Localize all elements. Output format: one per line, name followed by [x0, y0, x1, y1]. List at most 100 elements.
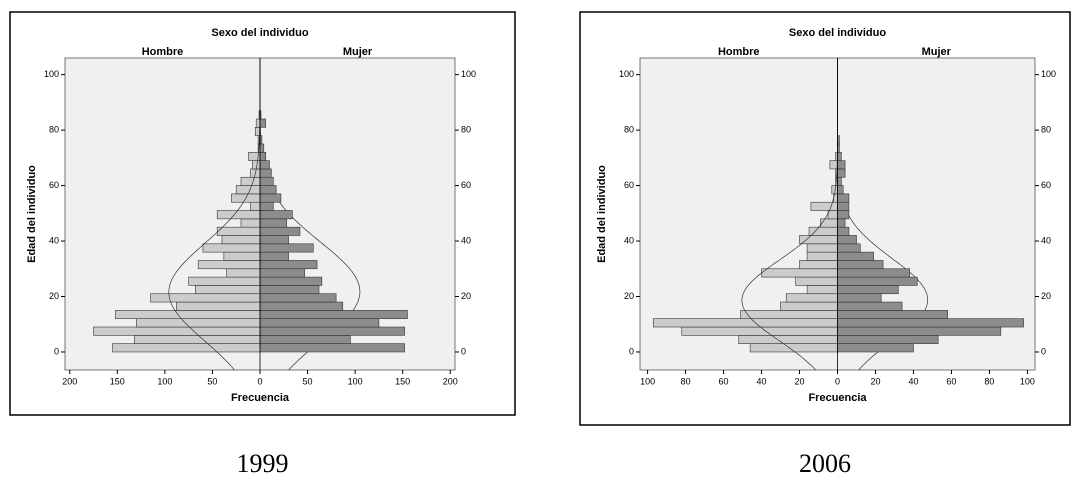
bar — [216, 210, 261, 220]
bar — [259, 210, 293, 220]
bar — [837, 276, 918, 286]
bar — [740, 310, 838, 319]
bar — [799, 260, 838, 270]
bar — [93, 326, 261, 336]
bar — [259, 326, 405, 336]
x-tick-label: 200 — [62, 376, 77, 386]
chart: Sexo del individuo Hombre Mujer Frecuencia E… — [9, 11, 516, 478]
caption: 1999 — [237, 449, 289, 478]
bar — [197, 260, 261, 270]
bar — [134, 335, 261, 344]
bar — [195, 285, 261, 295]
bar — [837, 285, 899, 295]
bar — [216, 226, 261, 236]
bar — [837, 160, 846, 170]
bar — [259, 168, 272, 178]
bar — [175, 301, 261, 311]
series-label: Mujer — [343, 46, 373, 58]
bar — [259, 268, 306, 278]
y2-tick-label: 80 — [461, 124, 471, 134]
bar — [837, 226, 850, 236]
bar — [837, 218, 846, 228]
bar — [837, 343, 914, 353]
bar — [259, 276, 323, 286]
bar — [837, 268, 910, 278]
bar — [761, 268, 838, 278]
bar — [136, 318, 261, 328]
bar — [837, 168, 846, 178]
bar — [259, 118, 267, 128]
x-axis-label: Frecuencia — [231, 392, 290, 404]
chart-title: Sexo del individuo — [789, 27, 886, 39]
bar — [837, 335, 939, 344]
series-label: Hombre — [142, 46, 184, 58]
y-tick-label: 60 — [624, 180, 634, 190]
y-tick-label: 100 — [619, 69, 634, 79]
y-tick-label: 60 — [49, 180, 59, 190]
y2-tick-label: 60 — [461, 180, 471, 190]
bar — [221, 235, 261, 245]
x-tick-label: 40 — [908, 376, 918, 386]
series-label: Mujer — [922, 46, 952, 58]
bar — [799, 235, 838, 245]
x-axis-label: Frecuencia — [808, 392, 867, 404]
y2-tick-label: 80 — [1041, 124, 1051, 134]
bar — [837, 260, 884, 270]
y2-tick-label: 40 — [1041, 235, 1051, 245]
bar — [837, 301, 903, 311]
bar — [115, 310, 261, 319]
y-axis-label: Edad del individuo — [596, 165, 608, 263]
y-tick-label: 0 — [54, 346, 59, 356]
x-tick-label: 100 — [640, 376, 655, 386]
bar — [259, 185, 277, 195]
bar — [259, 285, 320, 295]
bar — [259, 176, 274, 186]
bar — [112, 343, 261, 353]
y-tick-label: 20 — [49, 291, 59, 301]
bar — [259, 160, 270, 170]
bar — [808, 226, 838, 236]
bar — [250, 201, 261, 211]
bar — [837, 293, 882, 303]
y2-tick-label: 20 — [461, 291, 471, 301]
bar — [780, 301, 838, 311]
bar — [806, 251, 838, 261]
y2-tick-label: 0 — [461, 346, 466, 356]
y-tick-label: 40 — [49, 235, 59, 245]
bar — [259, 318, 380, 328]
bar — [738, 335, 838, 344]
bar — [837, 310, 948, 319]
bar — [240, 176, 261, 186]
bar — [259, 143, 265, 153]
bar — [259, 260, 318, 270]
x-tick-label: 20 — [795, 376, 805, 386]
bar — [259, 193, 282, 203]
x-tick-label: 60 — [946, 376, 956, 386]
bar — [837, 326, 1002, 336]
y2-tick-label: 100 — [1041, 69, 1056, 79]
x-tick-label: 60 — [719, 376, 729, 386]
bar — [259, 201, 274, 211]
x-tick-label: 100 — [1020, 376, 1035, 386]
x-tick-label: 150 — [110, 376, 125, 386]
x-tick-label: 80 — [984, 376, 994, 386]
bar — [259, 301, 344, 311]
x-tick-label: 80 — [681, 376, 691, 386]
bar — [837, 210, 850, 220]
bar — [785, 293, 838, 303]
bar — [795, 276, 838, 286]
bar — [681, 326, 838, 336]
bar — [223, 251, 261, 261]
bar — [259, 310, 408, 319]
y2-tick-label: 0 — [1041, 346, 1046, 356]
y-tick-label: 80 — [49, 124, 59, 134]
y-tick-label: 100 — [44, 69, 59, 79]
bar — [652, 318, 838, 328]
bar — [259, 218, 287, 228]
bar — [188, 276, 261, 286]
bar — [259, 293, 337, 303]
y-axis-label: Edad del individuo — [26, 165, 38, 263]
bar — [827, 210, 838, 220]
bar — [837, 193, 850, 203]
